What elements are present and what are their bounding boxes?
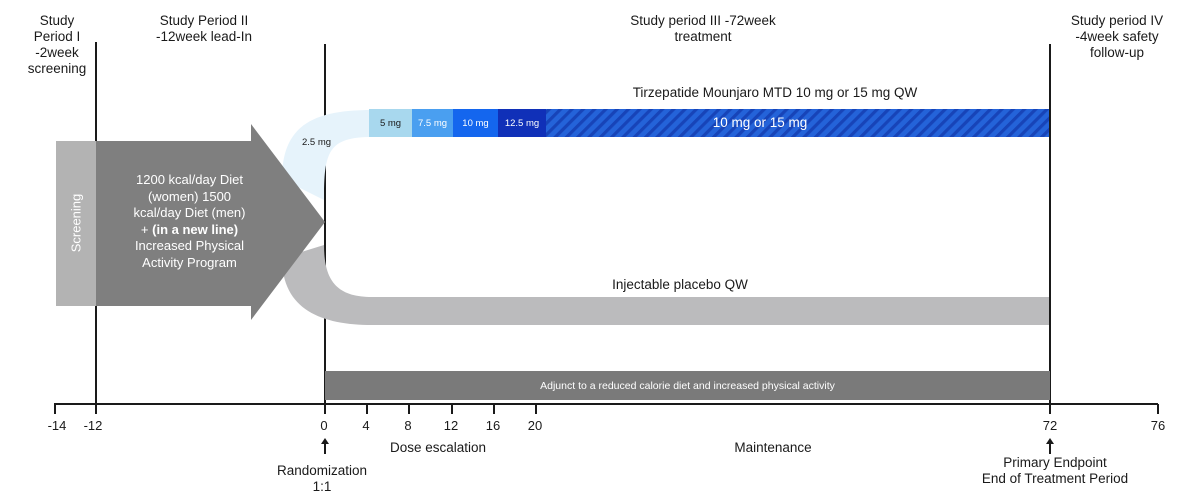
tick-label-minus-12: -12: [83, 418, 103, 433]
time-axis-line: [54, 403, 1158, 405]
header-study-period-1: Study Period I -2week screening: [27, 13, 87, 76]
tick-12: [451, 404, 453, 414]
diet-line-4-bold: (in a new line): [152, 221, 239, 237]
dose-segment-10mg: 10 mg: [453, 109, 498, 137]
adjunct-bar-label: Adjunct to a reduced calorie diet and in…: [540, 379, 835, 392]
tick-label-20: 20: [527, 418, 543, 433]
active-arm-curve: [282, 110, 372, 200]
tick-minus-14: [54, 404, 56, 414]
dose-escalation-label: Dose escalation: [389, 440, 487, 455]
primary-endpoint-text: Primary Endpoint: [1003, 455, 1107, 470]
active-arm-title: Tirzepatide Mounjaro MTD 10 mg or 15 mg …: [632, 85, 918, 100]
tick-label-8: 8: [404, 418, 412, 433]
tick-76: [1157, 404, 1159, 414]
maintenance-dose-label: 10 mg or 15 mg: [712, 115, 808, 130]
header-study-period-2: Study Period II -12week lead-In: [155, 13, 253, 44]
dose-segment-7-5mg: 7.5 mg: [412, 109, 453, 137]
tick-8: [408, 404, 410, 414]
placebo-bar: [370, 297, 1049, 325]
randomization-text: Randomization: [276, 463, 368, 478]
endpoint-label: Primary Endpoint End of Treatment Period: [960, 455, 1150, 487]
divider-week-72: [1049, 44, 1051, 404]
diet-line-1: 1200 kcal/day Diet: [136, 172, 243, 187]
diet-line-6: Activity Program: [142, 254, 237, 270]
tick-72: [1049, 404, 1051, 414]
dose-segment-5mg: 5 mg: [369, 109, 412, 137]
tick-4: [366, 404, 368, 414]
tick-label-16: 16: [485, 418, 501, 433]
divider-week-0: [324, 44, 326, 404]
tick-label-72: 72: [1042, 418, 1058, 433]
placebo-arm-curve: [282, 245, 372, 325]
diet-program-text: 1200 kcal/day Diet (women) 1500 kcal/day…: [112, 172, 267, 271]
placebo-arm-title: Injectable placebo QW: [612, 277, 748, 292]
diet-line-4-prefix: +: [140, 221, 153, 237]
tick-20: [535, 404, 537, 414]
randomization-ratio: 1:1: [312, 479, 332, 494]
end-of-treatment-text: End of Treatment Period: [981, 471, 1129, 486]
tick-label-76: 76: [1150, 418, 1166, 433]
tick-minus-12: [95, 404, 97, 414]
diet-line-4: + (in a new line): [112, 222, 267, 239]
tick-label-minus-14: -14: [47, 418, 67, 433]
header-study-period-4: Study period IV -4week safety follow-up: [1070, 13, 1164, 60]
tick-0: [324, 404, 326, 414]
tick-label-12: 12: [443, 418, 459, 433]
lead-in-arrow: [96, 124, 325, 320]
screening-bar: [56, 141, 96, 306]
maintenance-bar: [498, 109, 1049, 137]
diet-line-2: (women) 1500: [147, 188, 232, 204]
tick-label-0: 0: [320, 418, 328, 433]
randomization-arrow-icon: [321, 438, 329, 454]
tick-16: [493, 404, 495, 414]
randomization-label: Randomization 1:1: [262, 463, 382, 495]
maintenance-label: Maintenance: [734, 440, 812, 455]
tick-label-4: 4: [362, 418, 370, 433]
dose-start-label: 2.5 mg: [302, 137, 332, 148]
header-study-period-3: Study period III -72week treatment: [630, 13, 776, 44]
endpoint-arrow-icon: [1046, 438, 1054, 454]
dose-segment-12-5mg: 12.5 mg: [498, 109, 546, 137]
diet-line-3: kcal/day Diet (men): [133, 205, 246, 220]
adjunct-bar: Adjunct to a reduced calorie diet and in…: [325, 371, 1050, 400]
diet-line-5: Increased Physical: [134, 238, 245, 253]
